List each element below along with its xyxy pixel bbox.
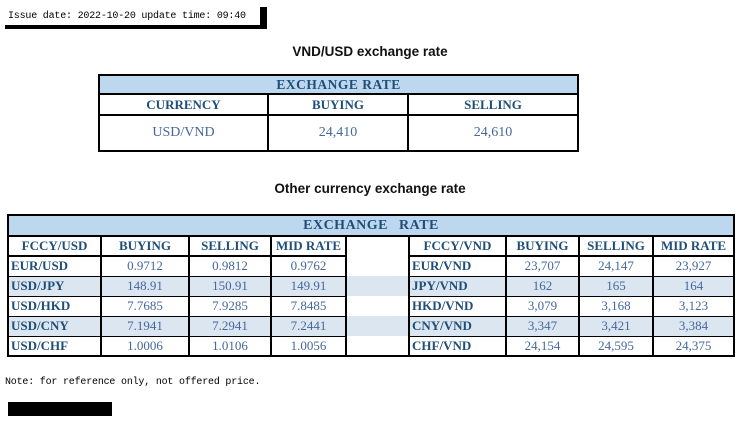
buying-value: 24,154	[505, 335, 580, 357]
issue-date-box: Issue date: 2022-10-20 update time: 09:4…	[5, 7, 267, 29]
buying-value: 1.0006	[100, 335, 190, 357]
table2-gap-column	[345, 236, 410, 256]
other-currency-rate-table: EXCHANGE RATE FCCY/USD BUYING SELLING MI…	[7, 214, 736, 357]
pair-label: USD/CNY	[7, 315, 102, 337]
table1-selling-value: 24,610	[406, 114, 580, 152]
midrate-value: 149.91	[270, 275, 347, 297]
table2-col-buying-usd: BUYING	[100, 236, 190, 257]
table-row-jpy: USD/JPY 148.91 150.91 149.91 JPY/VND 162…	[7, 275, 736, 297]
selling-value: 3,168	[578, 295, 654, 317]
gap-cell	[345, 296, 410, 316]
table1-col-selling: SELLING	[406, 93, 580, 116]
midrate-value: 23,927	[651, 255, 736, 277]
pair-label: USD/HKD	[7, 295, 102, 317]
table2-header-row: FCCY/USD BUYING SELLING MID RATE FCCY/VN…	[7, 236, 736, 257]
selling-value: 1.0106	[188, 335, 272, 357]
pair-label: USD/CHF	[7, 335, 102, 357]
selling-value: 0.9812	[188, 255, 272, 277]
table2-title-row: EXCHANGE RATE	[8, 215, 735, 237]
pair-label: EUR/USD	[7, 255, 102, 277]
buying-value: 0.9712	[100, 255, 190, 277]
selling-value: 3,421	[578, 315, 654, 337]
buying-value: 7.1941	[100, 315, 190, 337]
table2-col-fccy-usd: FCCY/USD	[7, 236, 102, 257]
midrate-value: 1.0056	[270, 335, 347, 357]
buying-value: 7.7685	[100, 295, 190, 317]
selling-value: 165	[578, 275, 654, 297]
selling-value: 7.2941	[188, 315, 272, 337]
table2-col-buying-vnd: BUYING	[505, 236, 580, 257]
table1-currency-pair: USD/VND	[98, 114, 269, 152]
buying-value: 23,707	[505, 255, 580, 277]
table2-title: EXCHANGE RATE	[8, 215, 735, 237]
midrate-value: 3,123	[651, 295, 736, 317]
redaction-bar	[8, 402, 112, 416]
midrate-value: 7.2441	[270, 315, 347, 337]
table1-data-row: USD/VND 24,410 24,610	[98, 114, 580, 152]
vnd-usd-section-title: VND/USD exchange rate	[292, 44, 448, 59]
midrate-value: 24,375	[651, 335, 736, 357]
issue-date-text: Issue date: 2022-10-20 update time: 09:4…	[8, 11, 246, 22]
pair-label: USD/JPY	[7, 275, 102, 297]
selling-value: 150.91	[188, 275, 272, 297]
table2-col-selling-vnd: SELLING	[578, 236, 654, 257]
table2-col-fccy-vnd: FCCY/VND	[408, 236, 507, 257]
buying-value: 3,079	[505, 295, 580, 317]
midrate-value: 0.9762	[270, 255, 347, 277]
table1-title-row: EXCHANGE RATE	[99, 75, 579, 95]
pair-label: EUR/VND	[408, 255, 507, 277]
midrate-value: 164	[651, 275, 736, 297]
midrate-value: 3,384	[651, 315, 736, 337]
table1-header-row: CURRENCY BUYING SELLING	[98, 93, 580, 116]
pair-label: JPY/VND	[408, 275, 507, 297]
usd-vnd-rate-table: EXCHANGE RATE CURRENCY BUYING SELLING US…	[98, 74, 580, 152]
pair-label: CHF/VND	[408, 335, 507, 357]
selling-value: 7.9285	[188, 295, 272, 317]
gap-cell	[345, 256, 410, 276]
selling-value: 24,595	[578, 335, 654, 357]
table1-col-currency: CURRENCY	[98, 93, 269, 116]
table2-col-midrate-usd: MID RATE	[270, 236, 347, 257]
gap-cell	[345, 336, 410, 356]
pair-label: CNY/VND	[408, 315, 507, 337]
selling-value: 24,147	[578, 255, 654, 277]
reference-note: Note: for reference only, not offered pr…	[5, 377, 261, 388]
midrate-value: 7.8485	[270, 295, 347, 317]
buying-value: 3,347	[505, 315, 580, 337]
other-currency-section-title: Other currency exchange rate	[274, 181, 466, 196]
table2-col-selling-usd: SELLING	[188, 236, 272, 257]
buying-value: 162	[505, 275, 580, 297]
table1-title: EXCHANGE RATE	[99, 75, 579, 95]
table-row-cny: USD/CNY 7.1941 7.2941 7.2441 CNY/VND 3,3…	[7, 315, 736, 337]
gap-cell	[345, 276, 410, 296]
table1-col-buying: BUYING	[267, 93, 409, 116]
table1-buying-value: 24,410	[267, 114, 409, 152]
pair-label: HKD/VND	[408, 295, 507, 317]
buying-value: 148.91	[100, 275, 190, 297]
table-row-eur: EUR/USD 0.9712 0.9812 0.9762 EUR/VND 23,…	[7, 255, 736, 277]
table2-col-midrate-vnd: MID RATE	[651, 236, 736, 257]
gap-cell	[345, 316, 410, 336]
table-row-hkd: USD/HKD 7.7685 7.9285 7.8485 HKD/VND 3,0…	[7, 295, 736, 317]
table-row-chf: USD/CHF 1.0006 1.0106 1.0056 CHF/VND 24,…	[7, 335, 736, 357]
